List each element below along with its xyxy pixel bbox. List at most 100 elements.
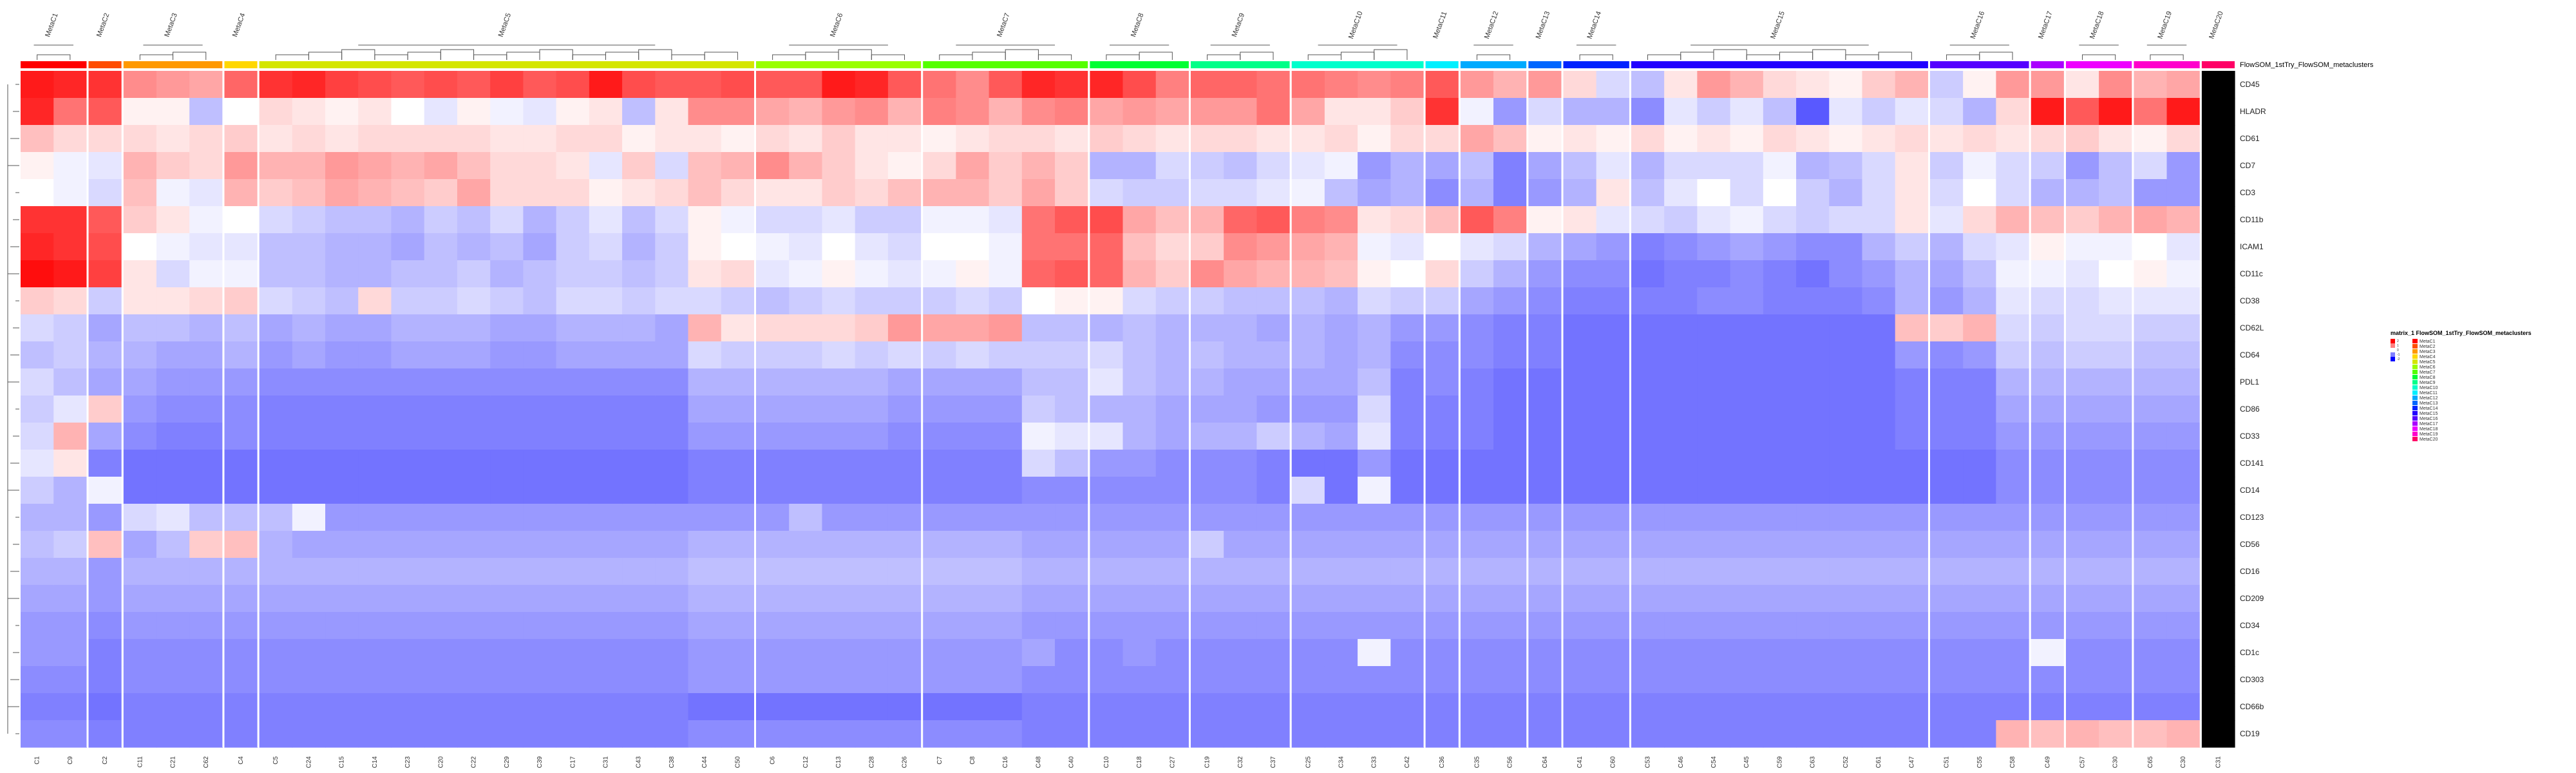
- heatmap-cell: [1697, 206, 1731, 234]
- heatmap-cell: [2099, 71, 2132, 99]
- heatmap-cell: [224, 450, 258, 477]
- heatmap-cell: [259, 179, 293, 207]
- heatmap-cell: [2166, 98, 2201, 126]
- heatmap-cell: [1493, 720, 1527, 748]
- legend-item-label: MetaC13: [2420, 401, 2438, 406]
- heatmap-cell: [721, 260, 755, 288]
- heatmap-cell: [156, 98, 190, 126]
- column-label: C11: [137, 756, 144, 768]
- heatmap-cell: [923, 504, 956, 531]
- heatmap-cell: [2031, 450, 2065, 477]
- heatmap-cell: [1730, 531, 1764, 558]
- column-label: C14: [372, 756, 379, 768]
- group-separators: [86, 61, 2202, 747]
- heatmap-cell: [1829, 585, 1863, 613]
- heatmap-cell: [2099, 612, 2132, 640]
- heatmap-cell: [1190, 396, 1224, 423]
- heatmap-cell: [2134, 71, 2168, 99]
- heatmap-cell: [156, 71, 190, 99]
- heatmap-cell: [1055, 260, 1088, 288]
- heatmap-cell: [523, 531, 557, 558]
- dendrogram-branch: [1207, 54, 1241, 60]
- heatmap-cell: [756, 206, 790, 234]
- heatmap-cell: [123, 693, 157, 721]
- heatmap-cell: [923, 179, 956, 207]
- heatmap-cell: [1256, 504, 1291, 531]
- heatmap-cell: [292, 531, 326, 558]
- heatmap-cell: [490, 666, 524, 694]
- heatmap-cell: [1631, 585, 1665, 613]
- heatmap-cell: [1055, 666, 1088, 694]
- legend-tick-label: -1: [2397, 353, 2400, 357]
- heatmap-cell: [325, 585, 359, 613]
- annotation-name-label: FlowSOM_1stTry_FlowSOM_metaclusters: [2240, 61, 2374, 69]
- heatmap-cell: [688, 666, 722, 694]
- heatmap-cell: [1055, 233, 1088, 261]
- dendrogram-branch: [572, 54, 606, 60]
- heatmap-cell: [1291, 504, 1325, 531]
- legend-swatch: [2412, 344, 2418, 348]
- heatmap-cell: [855, 612, 889, 640]
- heatmap-cell: [391, 98, 425, 126]
- legend-tick-label: 1: [2397, 344, 2399, 348]
- heatmap-cell: [2031, 693, 2065, 721]
- heatmap-cell: [789, 450, 823, 477]
- heatmap-cell: [1996, 639, 2030, 667]
- legend-item-label: MetaC15: [2420, 412, 2438, 416]
- heatmap-cell: [2099, 125, 2132, 153]
- heatmap-cell: [1929, 423, 1964, 450]
- heatmap-cell: [358, 585, 392, 613]
- heatmap-cell: [855, 585, 889, 613]
- heatmap-cell: [1631, 368, 1665, 396]
- heatmap-cell: [123, 179, 157, 207]
- heatmap-cell: [556, 558, 590, 586]
- heatmap-cell: [2031, 666, 2065, 694]
- heatmap-cell: [1862, 504, 1896, 531]
- heatmap-cell: [1929, 206, 1964, 234]
- heatmap-cell: [224, 152, 258, 180]
- legend: matrix_1 FlowSOM_1stTry_FlowSOM_metaclus…: [2391, 330, 2532, 442]
- heatmap-cell: [887, 206, 922, 234]
- heatmap-cell: [1631, 233, 1665, 261]
- heatmap-cell: [1291, 585, 1325, 613]
- heatmap-cell: [721, 125, 755, 153]
- heatmap-cell: [1224, 368, 1258, 396]
- column-label: C35: [1473, 756, 1481, 768]
- heatmap-cell: [989, 558, 1023, 586]
- annotation-bar-segment: [2031, 61, 2064, 68]
- heatmap-cell: [1021, 341, 1056, 369]
- heatmap-cell: [1796, 341, 1830, 369]
- heatmap-cell: [53, 125, 88, 153]
- heatmap-cell: [1730, 693, 1764, 721]
- heatmap-cell: [88, 152, 122, 180]
- heatmap-cell: [490, 504, 524, 531]
- heatmap-cell: [88, 287, 122, 315]
- group-separator: [1088, 61, 1090, 68]
- heatmap-cell: [1224, 612, 1258, 640]
- heatmap-cell: [457, 720, 491, 748]
- heatmap-cell: [622, 558, 656, 586]
- heatmap-cell: [1596, 179, 1630, 207]
- heatmap-cell: [1929, 450, 1964, 477]
- heatmap-cell: [156, 558, 190, 586]
- heatmap-cell: [189, 666, 223, 694]
- heatmap-cell: [1963, 341, 1997, 369]
- heatmap-cell: [391, 152, 425, 180]
- heatmap-cell: [1895, 720, 1929, 748]
- heatmap-cell: [556, 179, 590, 207]
- column-label: C24: [305, 756, 312, 768]
- column-label: C6: [770, 756, 777, 765]
- heatmap-cell: [2065, 423, 2099, 450]
- heatmap-cell: [259, 260, 293, 288]
- column-label: C60: [1609, 756, 1616, 768]
- heatmap-cell: [1324, 423, 1358, 450]
- heatmap-cell: [1324, 341, 1358, 369]
- heatmap-cell: [1460, 504, 1494, 531]
- heatmap-cell: [325, 450, 359, 477]
- heatmap-cell: [53, 368, 88, 396]
- heatmap-cell: [156, 125, 190, 153]
- heatmap-cell: [1730, 666, 1764, 694]
- heatmap-cell: [2134, 260, 2168, 288]
- heatmap-cell: [1122, 260, 1157, 288]
- legend-item-label: MetaC8: [2420, 376, 2436, 380]
